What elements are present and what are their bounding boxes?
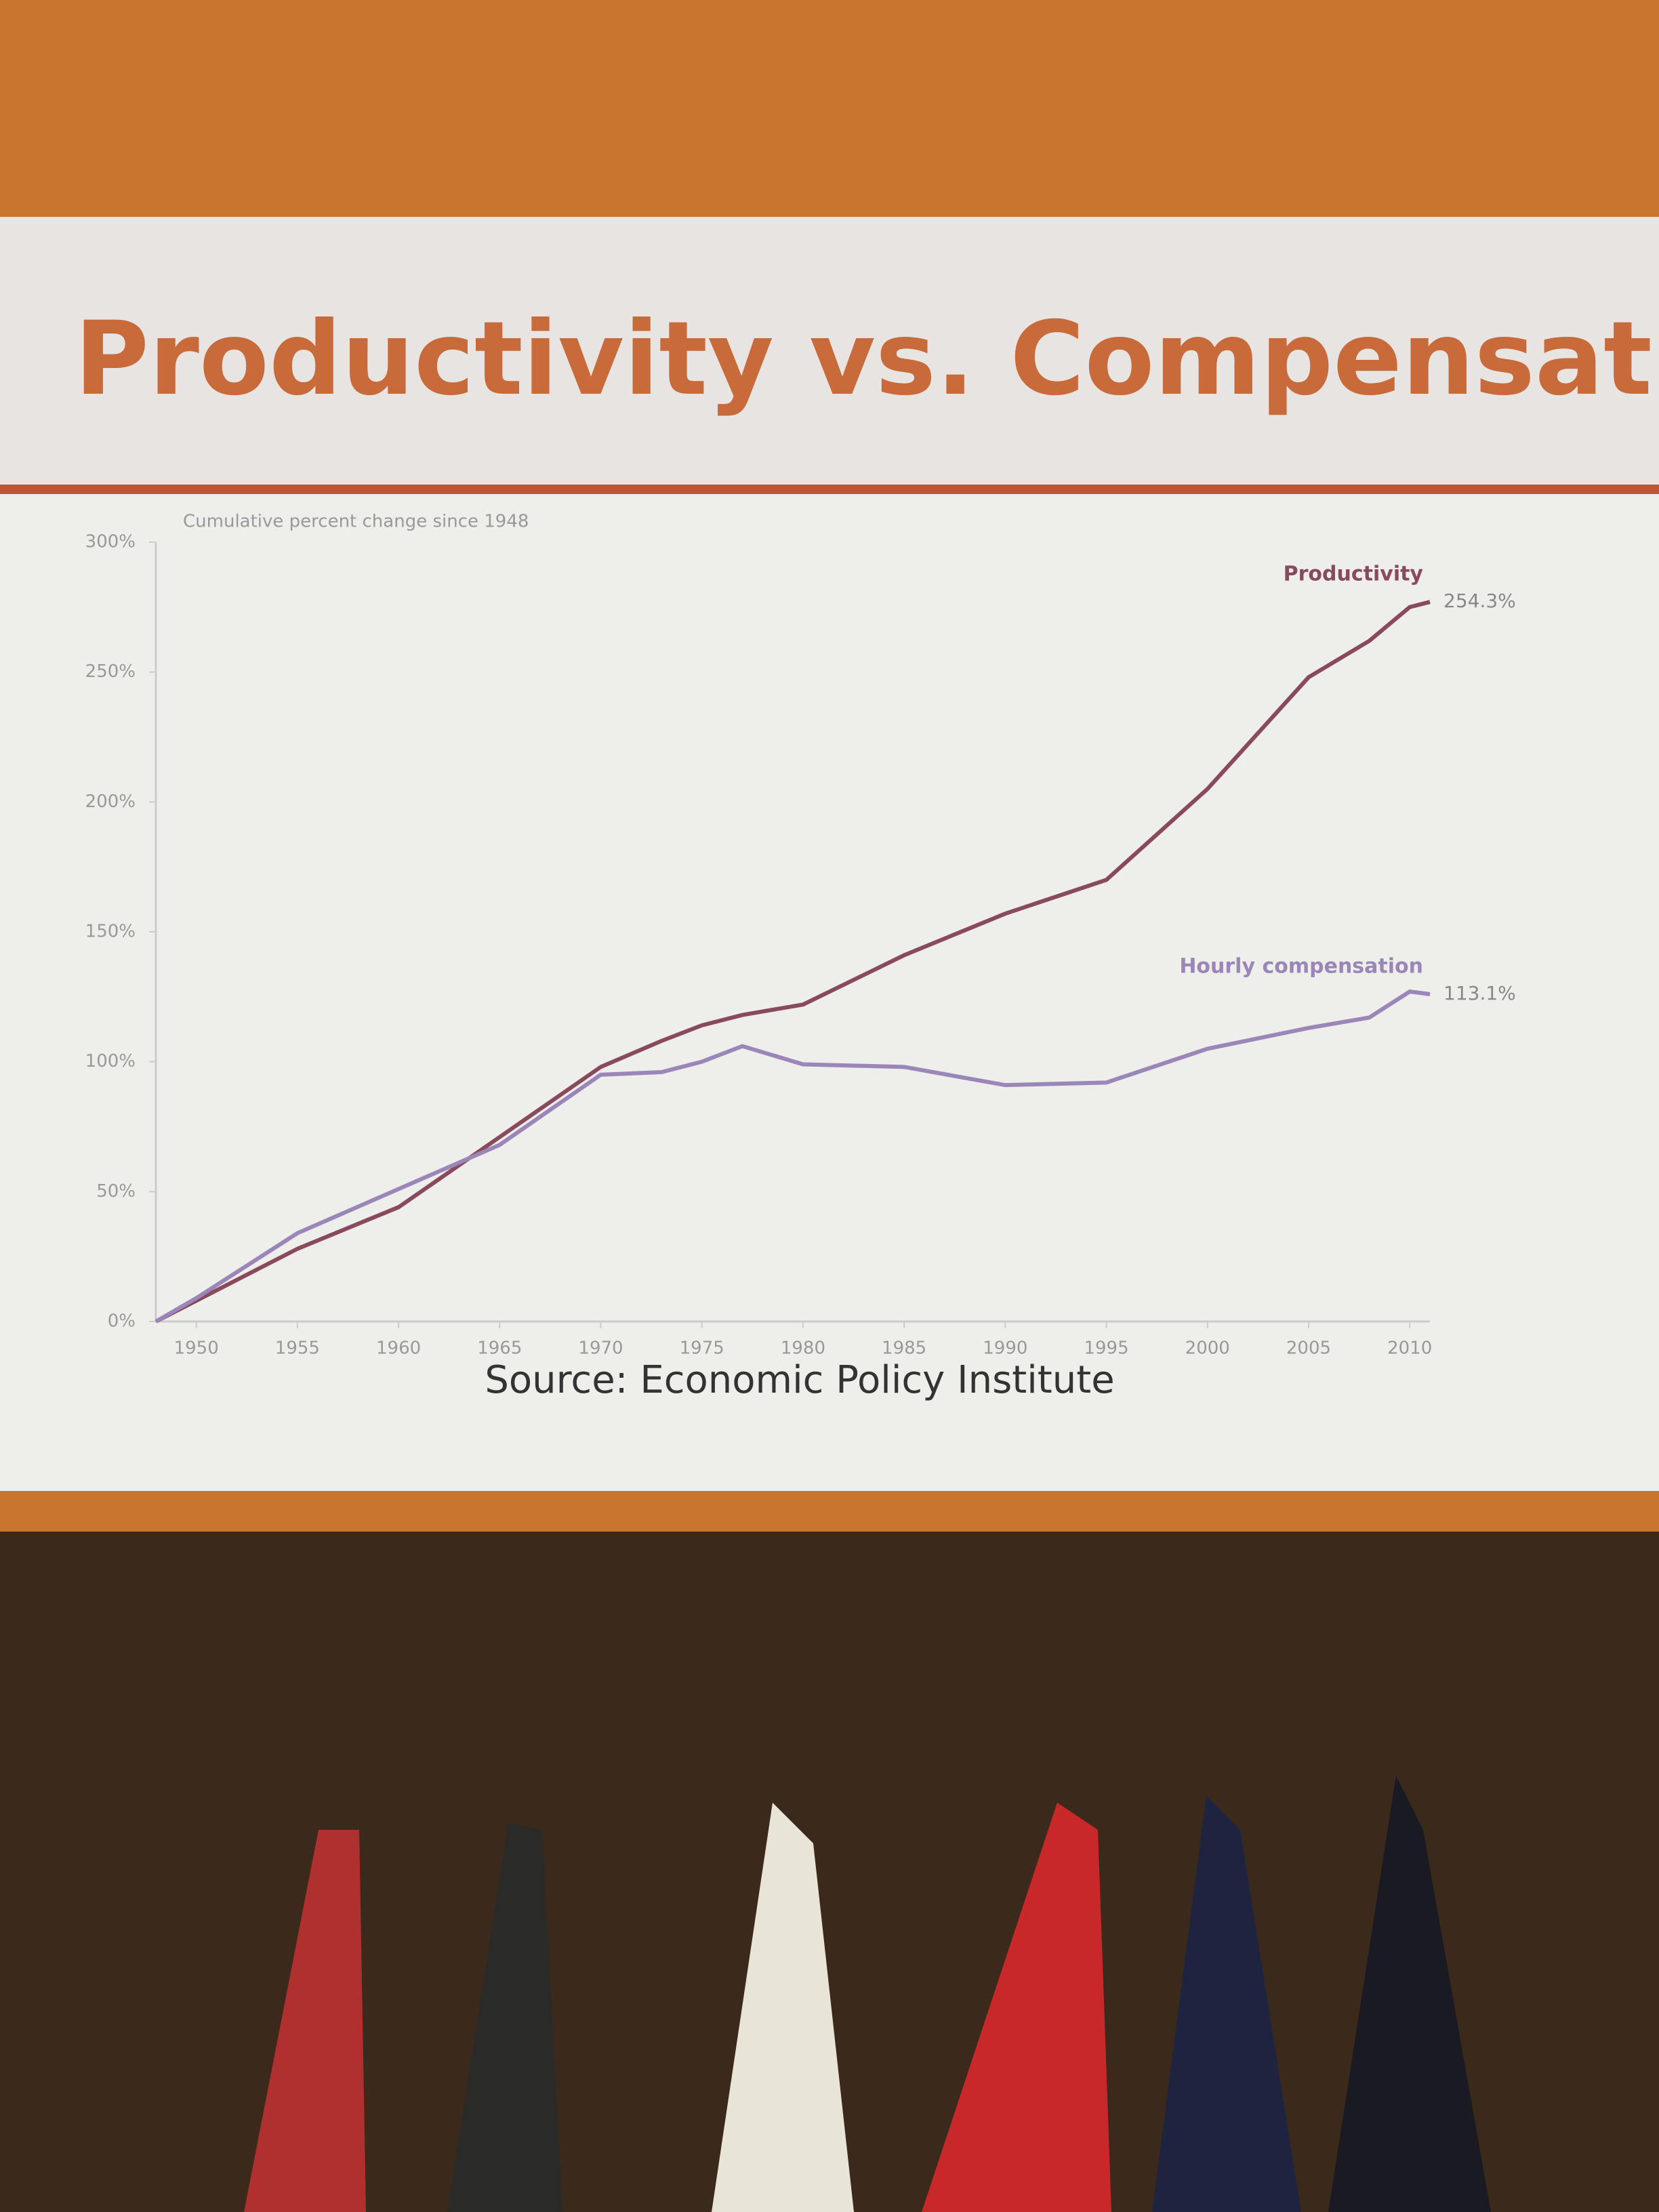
- title-rule: [0, 485, 1659, 494]
- y-tick-label: 50%: [96, 1181, 136, 1202]
- x-tick-label: 2005: [1286, 1338, 1331, 1359]
- flag: [447, 1823, 562, 2212]
- series-label: Productivity: [1284, 562, 1424, 586]
- series-label: Hourly compensation: [1179, 955, 1423, 979]
- flags: [244, 1776, 1491, 2212]
- y-tick-label: 100%: [85, 1051, 136, 1071]
- series-line: [155, 989, 1431, 1324]
- x-tick-label: 1970: [578, 1338, 623, 1359]
- x-tick-label: 1950: [174, 1338, 219, 1359]
- x-tick-label: 1955: [275, 1338, 320, 1359]
- y-tick-label: 200%: [85, 792, 136, 812]
- y-tick-label: 300%: [85, 532, 136, 552]
- end-label: 254.3%: [1443, 590, 1516, 612]
- x-tick-label: 1965: [477, 1338, 522, 1359]
- flag: [244, 1830, 366, 2212]
- flag: [1152, 1796, 1301, 2212]
- x-tick-label: 1975: [680, 1338, 724, 1359]
- flag: [1328, 1776, 1491, 2212]
- x-tick-label: 2010: [1387, 1338, 1432, 1359]
- x-tick-label: 1995: [1084, 1338, 1128, 1359]
- series-line: [155, 600, 1431, 1324]
- flag: [922, 1803, 1111, 2212]
- y-tick-label: 0%: [108, 1311, 136, 1332]
- chart-subtitle: Cumulative percent change since 1948: [183, 512, 529, 532]
- x-tick-label: 2000: [1185, 1338, 1230, 1359]
- x-tick-label: 1960: [376, 1338, 421, 1359]
- chart-title: Productivity vs. Compensation: [75, 300, 1659, 418]
- y-tick-label: 150%: [85, 922, 136, 942]
- x-tick-label: 1980: [781, 1338, 825, 1359]
- x-tick-label: 1990: [983, 1338, 1027, 1359]
- y-tick-label: 250%: [85, 661, 136, 682]
- source: Source: Economic Policy Institute: [485, 1358, 1114, 1402]
- x-tick-label: 1985: [882, 1338, 926, 1359]
- title-bar: [0, 217, 1659, 488]
- end-label: 113.1%: [1443, 982, 1516, 1004]
- flag: [712, 1803, 854, 2212]
